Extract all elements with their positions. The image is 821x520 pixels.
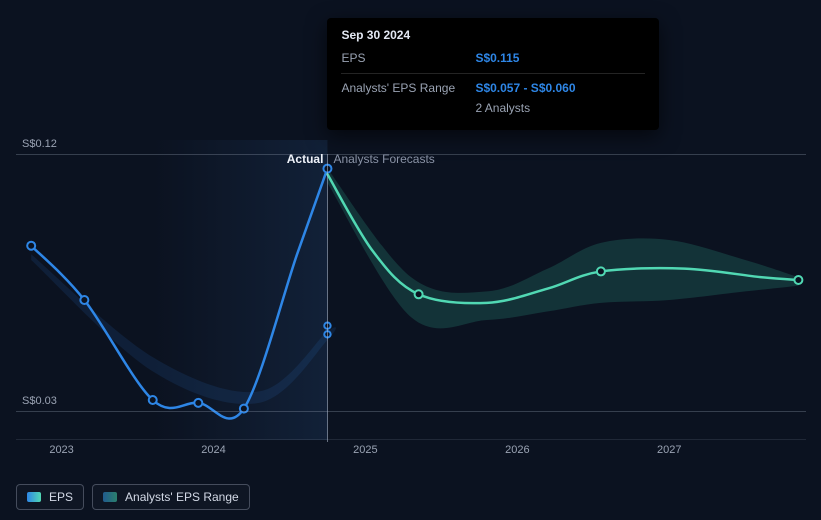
- eps-chart: S$0.12 S$0.03 2023 2024 2025 2026 2027 Actual…: [0, 0, 821, 520]
- tooltip-divider: [341, 73, 645, 74]
- y-tick-label: S$0.03: [22, 395, 57, 407]
- tooltip-value: S$0.057 - S$0.060: [475, 81, 575, 95]
- x-tick-label: 2026: [505, 444, 529, 456]
- legend-item-forecast[interactable]: Analysts' EPS Range: [92, 484, 250, 510]
- x-tick-label: 2027: [657, 444, 681, 456]
- x-axis: 2023 2024 2025 2026 2027: [16, 444, 806, 464]
- legend-label: EPS: [49, 490, 73, 504]
- tooltip-value: S$0.115: [475, 51, 519, 65]
- y-tick-label: S$0.12: [22, 138, 57, 150]
- legend-label: Analysts' EPS Range: [125, 490, 239, 504]
- tooltip-row-eps: EPS S$0.115: [341, 48, 645, 68]
- actual-forecast-divider: [327, 154, 328, 442]
- gridline: [16, 411, 806, 412]
- tooltip-row-range: Analysts' EPS Range S$0.057 - S$0.060: [341, 78, 645, 98]
- tooltip-row-analysts: 2 Analysts: [341, 98, 645, 118]
- tooltip-date: Sep 30 2024: [341, 28, 645, 48]
- tooltip-key: Analysts' EPS Range: [341, 81, 457, 95]
- legend-swatch-forecast: [103, 492, 117, 502]
- legend-swatch-eps: [27, 492, 41, 502]
- label-actual: Actual: [287, 152, 324, 166]
- plot-area: [16, 140, 806, 440]
- legend-item-eps[interactable]: EPS: [16, 484, 84, 510]
- legend: EPS Analysts' EPS Range: [16, 484, 250, 510]
- x-tick-label: 2024: [201, 444, 225, 456]
- label-forecast: Analysts Forecasts: [333, 152, 434, 166]
- x-tick-label: 2025: [353, 444, 377, 456]
- tooltip-key: EPS: [341, 51, 457, 65]
- tooltip-value: 2 Analysts: [475, 101, 530, 115]
- x-tick-label: 2023: [49, 444, 73, 456]
- tooltip: Sep 30 2024 EPS S$0.115 Analysts' EPS Ra…: [327, 18, 659, 130]
- tooltip-key: [341, 101, 457, 115]
